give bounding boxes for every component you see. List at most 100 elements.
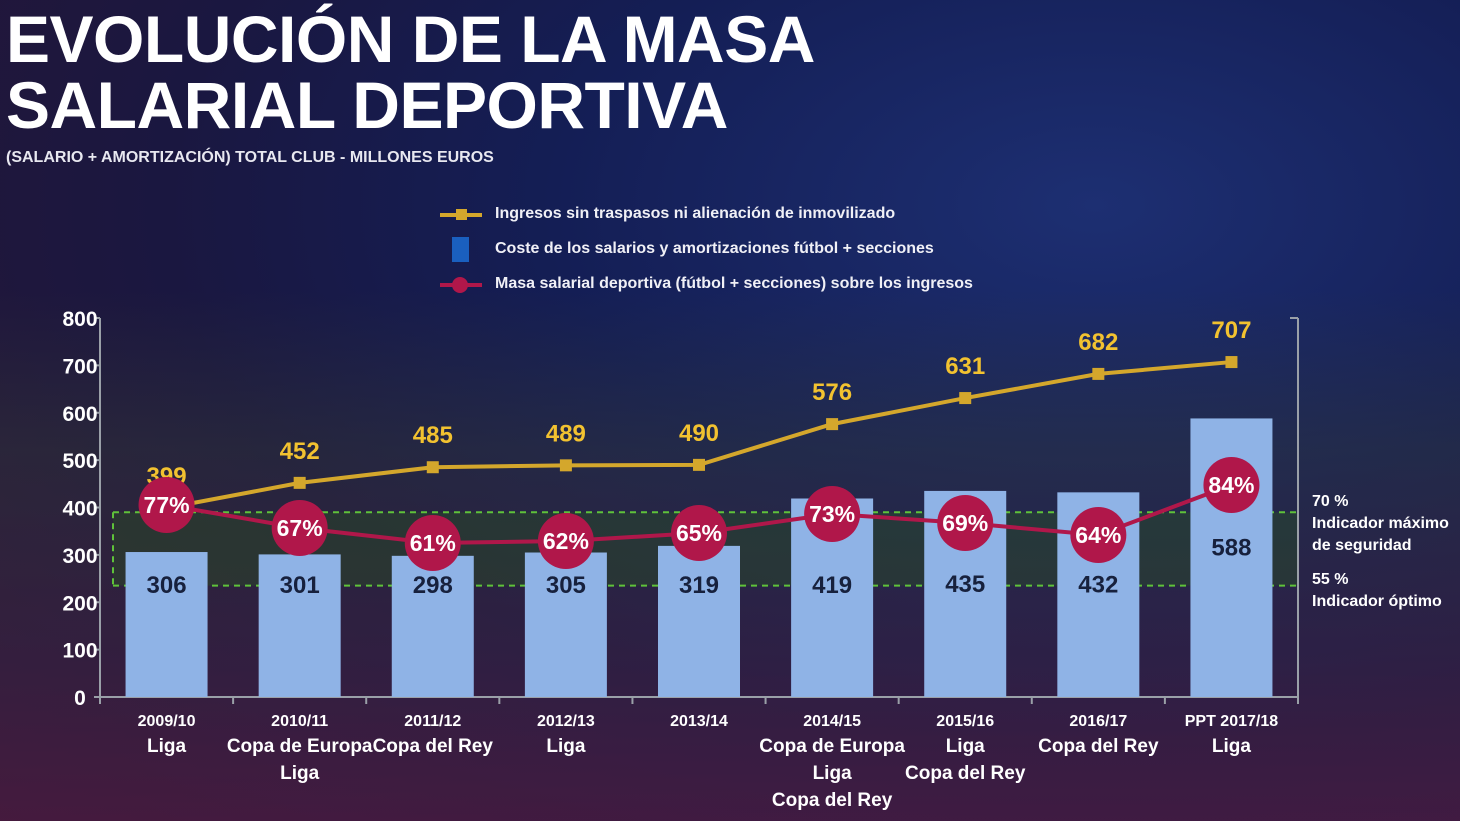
income-label: 576 bbox=[812, 379, 852, 406]
y-tick-label: 600 bbox=[62, 403, 97, 426]
trophy-label: Copa del Rey bbox=[905, 763, 1026, 784]
x-tick-label: PPT 2017/18 bbox=[1184, 713, 1279, 730]
income-marker bbox=[293, 476, 306, 489]
ratio-label: 62% bbox=[543, 528, 589, 554]
ratio-marker bbox=[671, 505, 727, 561]
x-tick-label: 2013/14 bbox=[670, 713, 728, 730]
cost-bar bbox=[658, 545, 740, 697]
x-label-group: 2010/11 Copa de Europa Liga bbox=[215, 711, 385, 787]
ratio-marker-icon bbox=[452, 277, 468, 293]
income-marker bbox=[693, 458, 705, 471]
x-label-group: PPT 2017/18 Liga bbox=[1146, 711, 1316, 760]
subtitle: (SALARIO + AMORTIZACIÓN) TOTAL CLUB - MI… bbox=[6, 149, 494, 166]
cost-bar-label: 419 bbox=[812, 572, 852, 599]
cost-bar bbox=[391, 555, 474, 697]
max-indicator-line2: de seguridad bbox=[1312, 537, 1412, 554]
trophy-label: Copa del Rey bbox=[771, 790, 893, 811]
cost-bar-icon bbox=[452, 237, 469, 262]
trophy-label: Liga bbox=[812, 763, 852, 784]
x-label-group: 2012/13 Liga bbox=[481, 711, 651, 760]
ratio-label: 69% bbox=[942, 510, 988, 536]
income-marker bbox=[426, 461, 439, 474]
cost-bar bbox=[125, 552, 208, 697]
cost-bar-label: 301 bbox=[280, 572, 320, 599]
y-tick-label: 300 bbox=[62, 545, 97, 568]
ratio-label: 73% bbox=[809, 501, 855, 527]
x-label-group: 2014/15 Copa de Europa Liga Copa del Rey bbox=[747, 711, 917, 814]
ratio-label: 61% bbox=[410, 530, 456, 556]
legend-label-ratio: Masa salarial deportiva (fútbol + seccio… bbox=[495, 275, 973, 292]
trophy-label: Liga bbox=[546, 736, 586, 757]
ratio-marker bbox=[1203, 457, 1260, 513]
income-marker bbox=[1092, 367, 1105, 380]
trophy-label: Copa de Europa bbox=[226, 736, 373, 757]
x-tick-label: 2012/13 bbox=[536, 713, 595, 730]
ratio-label: 77% bbox=[144, 492, 190, 518]
x-label-group: 2009/10 Liga bbox=[82, 711, 252, 760]
y-tick-label: 800 bbox=[62, 308, 97, 331]
cost-bar-label: 432 bbox=[1078, 572, 1118, 599]
cost-bar-label: 306 bbox=[147, 572, 187, 599]
income-label: 452 bbox=[280, 438, 320, 465]
x-tick-label: 2009/10 bbox=[137, 713, 196, 730]
cost-bar-label: 305 bbox=[546, 572, 586, 599]
ratio-marker bbox=[804, 486, 861, 542]
cost-bar-label: 319 bbox=[679, 572, 719, 599]
x-tick-label: 2016/17 bbox=[1069, 713, 1128, 730]
cost-bar-label: 588 bbox=[1211, 535, 1251, 562]
title-line-2: SALARIAL DEPORTIVA bbox=[6, 68, 728, 142]
income-marker bbox=[826, 418, 839, 431]
y-tick-label: 700 bbox=[62, 355, 97, 378]
income-label: 707 bbox=[1211, 317, 1251, 344]
x-tick-label: 2015/16 bbox=[936, 713, 995, 730]
y-tick-label: 400 bbox=[62, 498, 97, 521]
ratio-marker bbox=[138, 477, 195, 533]
cost-bar bbox=[524, 552, 607, 697]
y-tick-label: 200 bbox=[62, 592, 97, 615]
income-marker bbox=[1225, 356, 1238, 369]
legend-label-income: Ingresos sin traspasos ni alienación de … bbox=[495, 205, 896, 222]
opt-indicator-pct: 55 % bbox=[1312, 571, 1349, 588]
cost-bar-label: 435 bbox=[945, 571, 985, 598]
trophy-label: Copa de Europa bbox=[759, 736, 905, 757]
income-marker-icon bbox=[456, 209, 467, 220]
opt-indicator-label: Indicador óptimo bbox=[1312, 593, 1442, 610]
cost-bar-label: 298 bbox=[413, 572, 453, 599]
page-title: EVOLUCIÓN DE LA MASA SALARIAL DEPORTIVA bbox=[6, 6, 815, 138]
max-indicator-line1: Indicador máximo bbox=[1312, 515, 1449, 532]
ratio-marker bbox=[1070, 507, 1127, 563]
x-label-group: 2015/16 Liga Copa del Rey bbox=[880, 711, 1050, 787]
income-label: 631 bbox=[945, 353, 985, 380]
trophy-label: Liga bbox=[1211, 736, 1251, 757]
x-tick-label: 2011/12 bbox=[404, 713, 462, 730]
x-label-group: 2013/14 bbox=[614, 711, 784, 733]
trophy-label: Copa del Rey bbox=[372, 736, 493, 757]
income-marker bbox=[559, 459, 572, 472]
income-label: 682 bbox=[1078, 329, 1118, 356]
ratio-marker bbox=[404, 515, 461, 571]
y-tick-label: 500 bbox=[62, 450, 97, 473]
trophy-label: Copa del Rey bbox=[1038, 736, 1159, 757]
ratio-label: 65% bbox=[676, 520, 722, 546]
x-label-group: 2011/12 Copa del Rey bbox=[348, 711, 518, 760]
ratio-marker bbox=[937, 495, 994, 551]
ratio-label: 64% bbox=[1075, 522, 1121, 548]
ratio-label: 67% bbox=[277, 515, 323, 541]
x-tick-label: 2014/15 bbox=[803, 713, 862, 730]
trophy-label: Liga bbox=[147, 736, 187, 757]
trophy-label: Liga bbox=[280, 763, 320, 784]
ratio-marker bbox=[271, 500, 328, 556]
ratio-label: 84% bbox=[1208, 472, 1254, 498]
x-label-group: 2016/17 Copa del Rey bbox=[1013, 711, 1183, 760]
income-label: 490 bbox=[679, 420, 719, 447]
cost-bar bbox=[258, 554, 341, 697]
income-marker bbox=[959, 392, 972, 405]
ratio-marker bbox=[537, 513, 594, 569]
income-label: 485 bbox=[413, 422, 453, 449]
x-tick-label: 2010/11 bbox=[271, 713, 329, 730]
max-indicator-pct: 70 % bbox=[1312, 493, 1349, 510]
y-tick-label: 100 bbox=[62, 640, 97, 663]
title-line-1: EVOLUCIÓN DE LA MASA bbox=[6, 2, 815, 76]
income-label: 489 bbox=[546, 420, 586, 447]
